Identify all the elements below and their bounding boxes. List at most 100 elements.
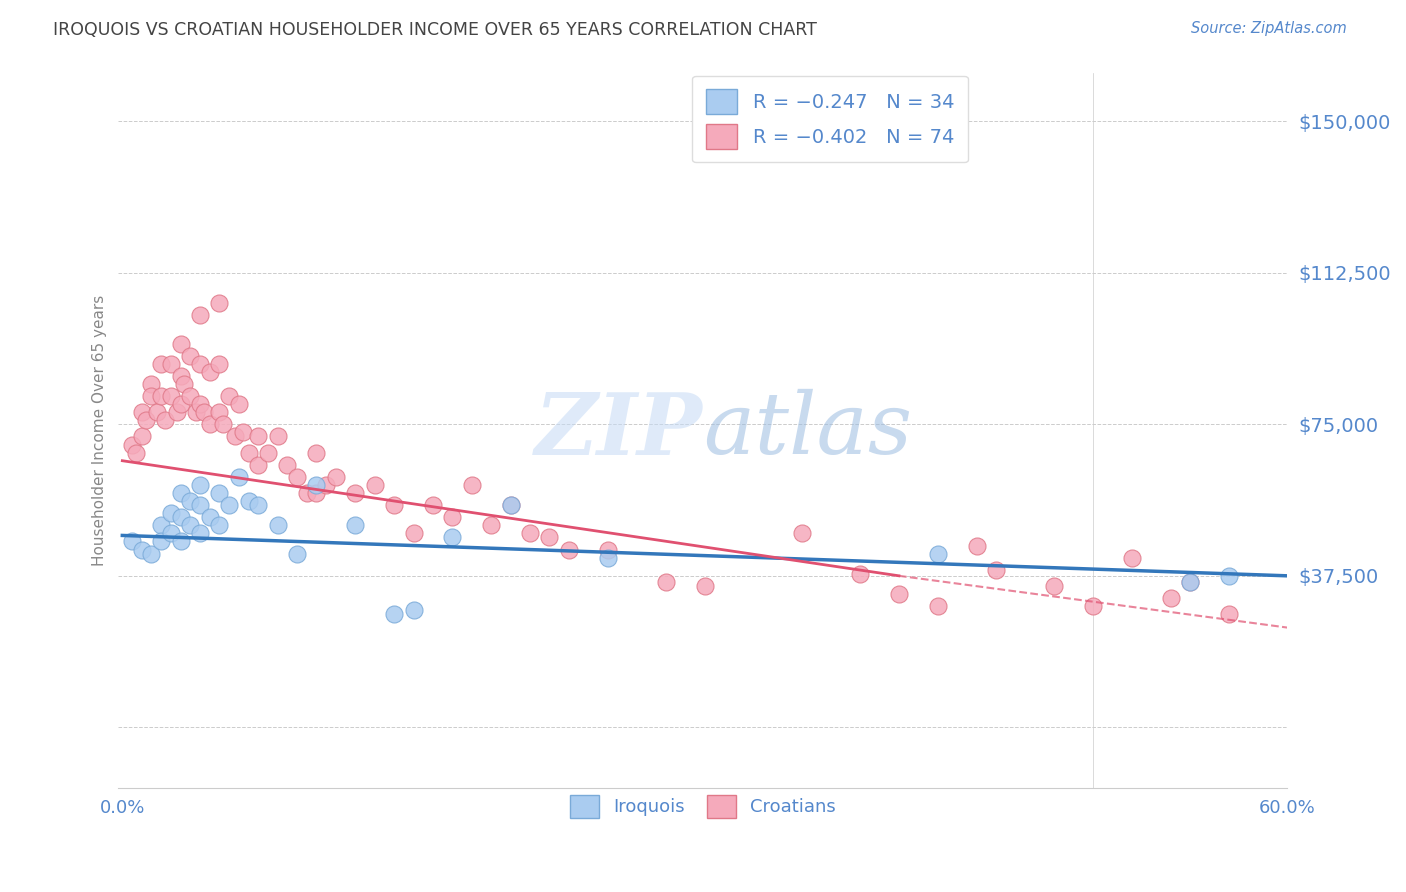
Point bbox=[364, 478, 387, 492]
Point bbox=[344, 486, 367, 500]
Point bbox=[247, 498, 270, 512]
Point bbox=[315, 478, 337, 492]
Point bbox=[232, 425, 254, 440]
Point bbox=[125, 445, 148, 459]
Point bbox=[146, 405, 169, 419]
Point bbox=[188, 526, 211, 541]
Point bbox=[1180, 574, 1202, 589]
Point bbox=[596, 550, 619, 565]
Point bbox=[179, 518, 201, 533]
Point bbox=[238, 494, 260, 508]
Point bbox=[218, 389, 240, 403]
Point bbox=[655, 574, 678, 589]
Point bbox=[499, 498, 522, 512]
Point bbox=[849, 566, 872, 581]
Point bbox=[218, 498, 240, 512]
Point bbox=[1121, 550, 1143, 565]
Point bbox=[276, 458, 298, 472]
Point bbox=[305, 486, 328, 500]
Point bbox=[325, 470, 347, 484]
Point bbox=[461, 478, 484, 492]
Point bbox=[596, 542, 619, 557]
Point bbox=[160, 357, 183, 371]
Point bbox=[160, 389, 183, 403]
Point bbox=[927, 547, 949, 561]
Point bbox=[228, 397, 250, 411]
Point bbox=[173, 376, 195, 391]
Point bbox=[266, 518, 288, 533]
Point bbox=[693, 579, 716, 593]
Point bbox=[131, 429, 153, 443]
Point bbox=[1081, 599, 1104, 613]
Point bbox=[160, 526, 183, 541]
Point bbox=[238, 445, 260, 459]
Point bbox=[198, 510, 221, 524]
Point bbox=[247, 458, 270, 472]
Point bbox=[153, 413, 176, 427]
Point bbox=[179, 494, 201, 508]
Point bbox=[198, 417, 221, 432]
Point bbox=[188, 308, 211, 322]
Point bbox=[266, 429, 288, 443]
Point bbox=[790, 526, 813, 541]
Text: Source: ZipAtlas.com: Source: ZipAtlas.com bbox=[1191, 21, 1347, 37]
Point bbox=[344, 518, 367, 533]
Point bbox=[160, 506, 183, 520]
Legend: Iroquois, Croatians: Iroquois, Croatians bbox=[562, 788, 844, 825]
Point bbox=[1180, 574, 1202, 589]
Point bbox=[150, 518, 173, 533]
Point bbox=[208, 518, 231, 533]
Point bbox=[179, 349, 201, 363]
Point bbox=[121, 437, 143, 451]
Point bbox=[150, 534, 173, 549]
Point bbox=[247, 429, 270, 443]
Point bbox=[285, 470, 308, 484]
Point bbox=[141, 389, 163, 403]
Text: IROQUOIS VS CROATIAN HOUSEHOLDER INCOME OVER 65 YEARS CORRELATION CHART: IROQUOIS VS CROATIAN HOUSEHOLDER INCOME … bbox=[53, 21, 817, 39]
Point bbox=[150, 357, 173, 371]
Point bbox=[441, 510, 464, 524]
Point bbox=[519, 526, 541, 541]
Point bbox=[169, 510, 191, 524]
Point bbox=[188, 357, 211, 371]
Point bbox=[188, 498, 211, 512]
Point bbox=[402, 603, 425, 617]
Point bbox=[1218, 569, 1240, 583]
Point bbox=[169, 486, 191, 500]
Point bbox=[131, 542, 153, 557]
Point bbox=[538, 531, 561, 545]
Point bbox=[295, 486, 318, 500]
Point bbox=[984, 563, 1007, 577]
Point bbox=[305, 478, 328, 492]
Point bbox=[169, 534, 191, 549]
Point bbox=[422, 498, 444, 512]
Point bbox=[887, 587, 910, 601]
Point bbox=[193, 405, 215, 419]
Point bbox=[212, 417, 235, 432]
Point bbox=[208, 486, 231, 500]
Text: ZIP: ZIP bbox=[534, 389, 703, 472]
Y-axis label: Householder Income Over 65 years: Householder Income Over 65 years bbox=[93, 294, 107, 566]
Point bbox=[382, 607, 405, 622]
Point bbox=[257, 445, 280, 459]
Point bbox=[402, 526, 425, 541]
Point bbox=[141, 547, 163, 561]
Point bbox=[198, 365, 221, 379]
Point bbox=[479, 518, 502, 533]
Point bbox=[558, 542, 581, 557]
Point bbox=[179, 389, 201, 403]
Point bbox=[208, 296, 231, 310]
Point bbox=[927, 599, 949, 613]
Point bbox=[224, 429, 246, 443]
Point bbox=[188, 397, 211, 411]
Point bbox=[285, 547, 308, 561]
Point bbox=[499, 498, 522, 512]
Point bbox=[121, 534, 143, 549]
Point bbox=[169, 336, 191, 351]
Point bbox=[382, 498, 405, 512]
Point bbox=[188, 478, 211, 492]
Point bbox=[169, 368, 191, 383]
Point bbox=[150, 389, 173, 403]
Point bbox=[1218, 607, 1240, 622]
Point bbox=[169, 397, 191, 411]
